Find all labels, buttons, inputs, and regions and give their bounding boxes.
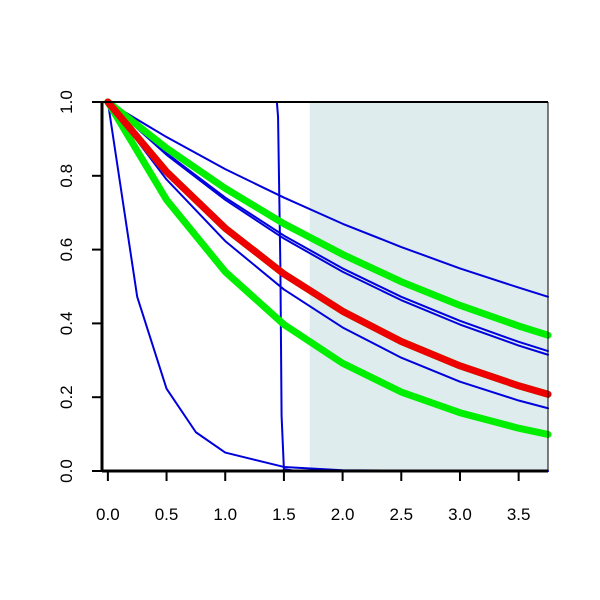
- x-tick-label: 1.5: [272, 505, 296, 524]
- x-tick-label: 0.5: [155, 505, 179, 524]
- y-tick-label: 0.6: [57, 238, 76, 262]
- series-line-9: [104, 98, 552, 438]
- y-tick-label: 1.0: [57, 90, 76, 114]
- y-tick-label: 0.4: [57, 312, 76, 336]
- x-tick-label: 2.5: [389, 505, 413, 524]
- y-tick-label: 0.2: [57, 385, 76, 409]
- x-tick-label: 1.0: [213, 505, 237, 524]
- series-line-2: [106, 101, 549, 353]
- series-line-3: [106, 101, 549, 356]
- series-layer: [104, 98, 552, 472]
- series-line-1: [106, 101, 549, 298]
- shaded-region-layer: [309, 102, 548, 471]
- y-tick-label: 0.0: [57, 459, 76, 483]
- shaded-region: [309, 102, 548, 471]
- x-tick-label: 3.5: [507, 505, 531, 524]
- x-tick-label: 0.0: [96, 505, 120, 524]
- x-tick-label: 3.0: [448, 505, 472, 524]
- y-tick-label: 0.8: [57, 164, 76, 188]
- x-tick-label: 2.0: [331, 505, 355, 524]
- series-line-4: [106, 101, 549, 410]
- series-line-10: [104, 98, 552, 398]
- ticks-layer: 0.0 0.5 1.0 1.5 2.0 2.5 3.0 3.5 0.0 0.2 0.4 0.6 0.8 1…: [57, 90, 530, 524]
- series-line-7: [104, 98, 552, 339]
- axes-layer: [100, 101, 549, 473]
